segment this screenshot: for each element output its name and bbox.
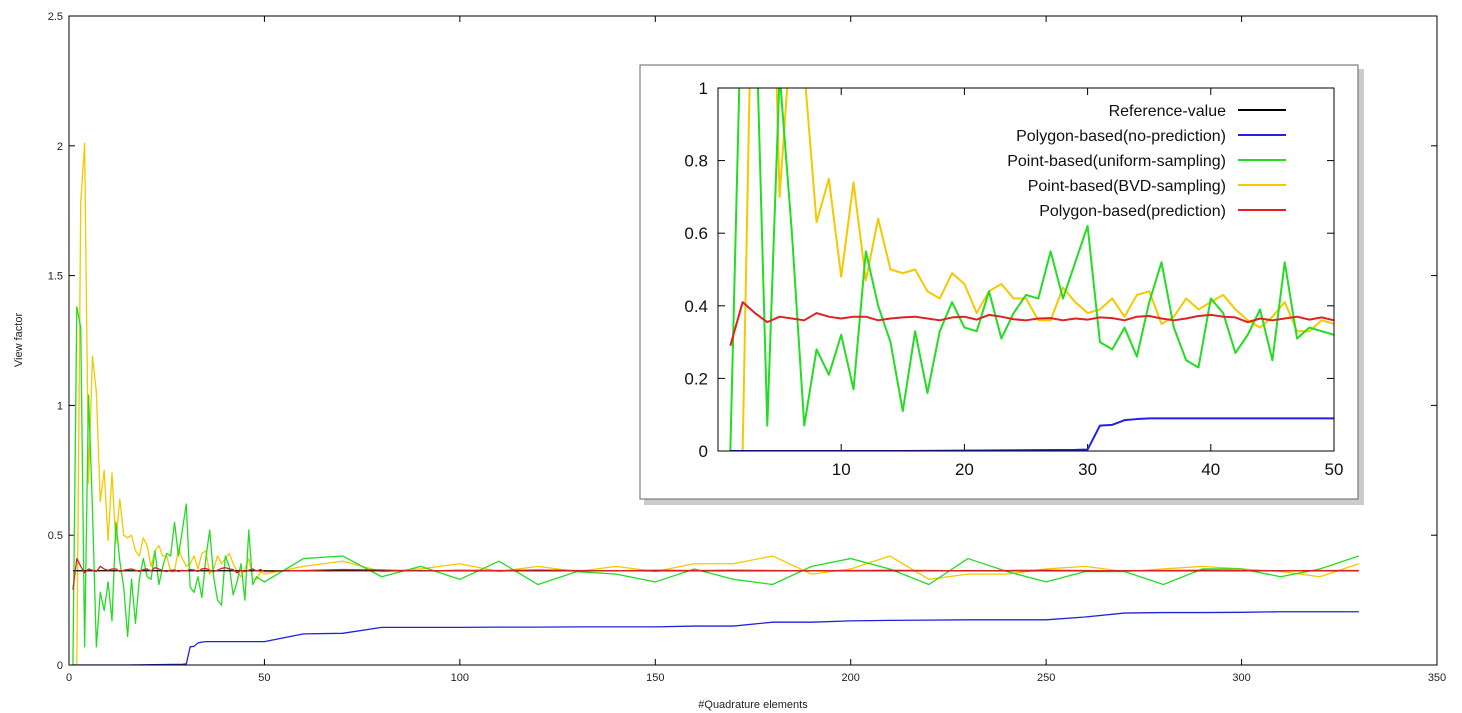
inset-series-group <box>729 88 1334 451</box>
inset-xtick-label: 10 <box>832 460 851 479</box>
inset-ytick-label: 0.2 <box>684 369 708 388</box>
main-xtick-label: 150 <box>646 672 664 684</box>
main-ytick-label: 2.5 <box>48 11 63 23</box>
legend-entry-ref: Reference-value <box>1109 103 1227 120</box>
main-series-pt_uni <box>72 306 1360 665</box>
legend-entry-poly_np: Polygon-based(no-prediction) <box>1016 128 1226 145</box>
main-series-group <box>72 142 1360 665</box>
inset-ytick-label: 0.4 <box>684 297 708 316</box>
main-series-pt_bvd <box>72 142 1360 665</box>
main-ytick-label: 0.5 <box>48 530 63 542</box>
legend: Reference-value Polygon-based(no-predicti… <box>1007 103 1286 220</box>
main-ytick-label: 1.5 <box>48 271 63 283</box>
main-xtick-label: 0 <box>66 672 72 684</box>
main-series-poly_np <box>72 611 1359 665</box>
inset-background <box>639 64 1359 500</box>
x-axis-label: #Quadrature elements <box>698 699 808 711</box>
main-ytick-label: 2 <box>57 141 63 153</box>
inset-series-pt_uni <box>729 88 1334 451</box>
inset-ytick-label: 0.6 <box>684 224 708 243</box>
legend-entry-poly_p: Polygon-based(prediction) <box>1039 203 1226 220</box>
main-xtick-label: 100 <box>451 672 469 684</box>
inset-xtick-label: 40 <box>1201 460 1220 479</box>
main-xtick-label: 350 <box>1428 672 1446 684</box>
legend-entry-pt_uni: Point-based(uniform-sampling) <box>1007 153 1226 170</box>
inset-xtick-label: 50 <box>1325 460 1344 479</box>
inset-xtick-label: 20 <box>955 460 974 479</box>
main-plot: 0 50 100 150 200 250 300 35000.511.522.5#Quadra… <box>13 11 1446 711</box>
y-axis-label: View factor <box>13 313 25 368</box>
main-series-poly_p <box>72 557 1359 590</box>
main-xtick-label: 50 <box>258 672 270 684</box>
legend-entry-pt_bvd: Point-based(BVD-sampling) <box>1028 178 1226 195</box>
inset-ytick-label: 1 <box>699 79 708 98</box>
inset-ytick-label: 0 <box>699 442 708 461</box>
main-xtick-label: 200 <box>842 672 860 684</box>
inset-series-poly_p <box>729 301 1334 347</box>
main-plot-frame <box>68 15 1438 666</box>
main-xtick-label: 300 <box>1232 672 1250 684</box>
inset-series-poly_np <box>730 417 1334 451</box>
inset-ytick-label: 0.8 <box>684 152 708 171</box>
inset-series-pt_bvd <box>730 88 1334 451</box>
inset-xtick-label: 30 <box>1078 460 1097 479</box>
inset-plot-frame <box>717 87 1335 452</box>
main-ytick-label: 0 <box>57 660 63 672</box>
inset-plot: 10 20 30 40 50 0 0.2 0.4 0.6 0.8 1 <box>684 79 1344 479</box>
main-ytick-label: 1 <box>57 400 63 412</box>
main-xtick-label: 250 <box>1037 672 1055 684</box>
